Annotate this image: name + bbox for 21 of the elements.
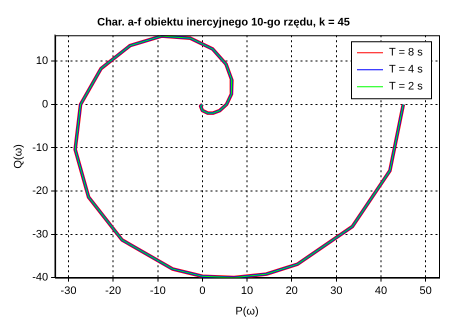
x-tick-label: -30 xyxy=(60,285,76,298)
x-tick-label: 10 xyxy=(240,285,254,298)
y-tick-label: -10 xyxy=(32,142,48,154)
y-axis-title: Q(ω) xyxy=(12,144,25,169)
x-tick-label: -10 xyxy=(150,285,166,298)
y-tick-label: -30 xyxy=(32,228,48,240)
y-tick-label: 0 xyxy=(42,98,48,110)
y-tick-label: -20 xyxy=(32,185,48,198)
x-tick-label: 40 xyxy=(374,285,388,298)
legend-label: T = 8 s xyxy=(389,46,424,59)
y-tick-label: -40 xyxy=(32,272,48,284)
y-tick-label: 10 xyxy=(36,55,48,68)
x-tick-label: 20 xyxy=(286,285,298,298)
chart-title: Char. a-f obiektu inercyjnego 10-go rzędu, k = 45 xyxy=(97,16,350,29)
legend-label: T = 2 s xyxy=(389,80,424,93)
x-tick-label: 30 xyxy=(330,285,342,298)
x-tick-label: 0 xyxy=(199,285,206,298)
x-tick-label: 50 xyxy=(419,285,432,298)
legend-label: T = 4 s xyxy=(389,64,424,76)
x-axis-title: P(ω) xyxy=(235,305,259,318)
x-tick-label: -20 xyxy=(105,285,122,298)
